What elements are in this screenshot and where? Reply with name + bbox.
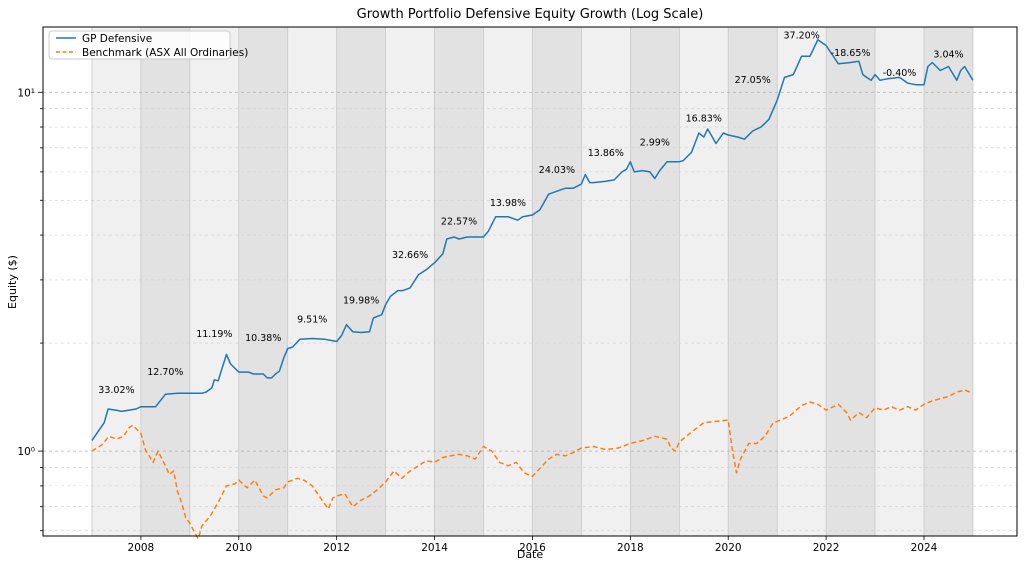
year-band-2011 [287, 27, 337, 536]
annual-return-label-2021: 37.20% [784, 31, 820, 42]
year-band-2010 [238, 27, 288, 536]
annual-return-label-2024: 3.04% [933, 49, 963, 60]
benchmark-line [91, 389, 974, 540]
x-tick-label: 2022 [813, 542, 840, 554]
year-band-2015 [483, 27, 533, 536]
annual-return-label-2016: 24.03% [539, 165, 575, 176]
annual-return-label-2017: 13.86% [588, 148, 624, 159]
legend: GP Defensive Benchmark (ASX All Ordinari… [48, 30, 248, 60]
x-tick-label: 2016 [519, 542, 546, 554]
year-bands [91, 27, 974, 536]
year-band-2013 [385, 27, 435, 536]
y-axis-ticks: 10⁰ 10¹ [17, 87, 43, 532]
annual-return-label-2014: 22.57% [441, 217, 477, 228]
year-band-2020 [728, 27, 778, 536]
x-tick-label: 2010 [225, 542, 252, 554]
year-band-2022 [826, 27, 876, 536]
annual-return-label-2010: 10.38% [245, 333, 281, 344]
annual-return-label-2019: 16.83% [686, 113, 722, 124]
annual-return-label-2023: -0.40% [883, 68, 917, 79]
x-tick-label: 2012 [323, 542, 350, 554]
annual-return-labels: 33.02% 12.70% 11.19% 10.38% 9.51% 19.98% 32.66… [98, 31, 963, 396]
gp-defensive-line [91, 39, 974, 442]
annual-return-label-2018: 2.99% [640, 138, 670, 149]
plot-frame [42, 26, 1018, 537]
year-band-2019 [679, 27, 729, 536]
year-band-2014 [434, 27, 484, 536]
year-band-2017 [581, 27, 631, 536]
annual-return-label-2011: 9.51% [297, 315, 327, 326]
legend-label-gp-defensive: GP Defensive [82, 33, 152, 45]
year-band-2016 [532, 27, 582, 536]
annual-return-label-2007: 33.02% [98, 385, 134, 396]
x-axis-ticks: 2008 2010 2012 2014 2016 2018 2020 2022 2024 [128, 536, 938, 554]
year-band-2012 [336, 27, 386, 536]
year-band-2018 [630, 27, 680, 536]
year-band-2021 [777, 27, 827, 536]
annual-return-label-2020: 27.05% [735, 75, 771, 86]
year-band-2008 [140, 27, 190, 536]
annual-return-label-2009: 11.19% [196, 329, 232, 340]
legend-label-benchmark: Benchmark (ASX All Ordinaries) [82, 47, 248, 59]
year-band-2024 [924, 27, 973, 536]
x-tick-label: 2008 [128, 542, 155, 554]
annual-return-label-2013: 32.66% [392, 250, 428, 261]
annual-return-label-2015: 13.98% [490, 198, 526, 209]
legend-box [48, 30, 231, 60]
x-tick-label: 2018 [617, 542, 644, 554]
annual-return-label-2012: 19.98% [343, 295, 379, 306]
annual-return-label-2022: -18.65% [831, 48, 871, 59]
series-lines [91, 39, 974, 540]
x-axis-label: Date [517, 548, 544, 561]
annual-return-label-2008: 12.70% [147, 367, 183, 378]
grid-lines [43, 91, 1017, 532]
chart-title: Growth Portfolio Defensive Equity Growth… [357, 7, 704, 22]
year-band-2007 [91, 27, 141, 536]
x-tick-label: 2020 [715, 542, 742, 554]
y-tick-label: 10¹ [17, 87, 35, 99]
x-tick-label: 2014 [421, 542, 448, 554]
year-band-2023 [875, 27, 925, 536]
y-axis-label: Equity ($) [6, 255, 19, 309]
y-tick-label: 10⁰ [17, 446, 35, 458]
year-band-2009 [189, 27, 239, 536]
x-tick-label: 2024 [911, 542, 938, 554]
